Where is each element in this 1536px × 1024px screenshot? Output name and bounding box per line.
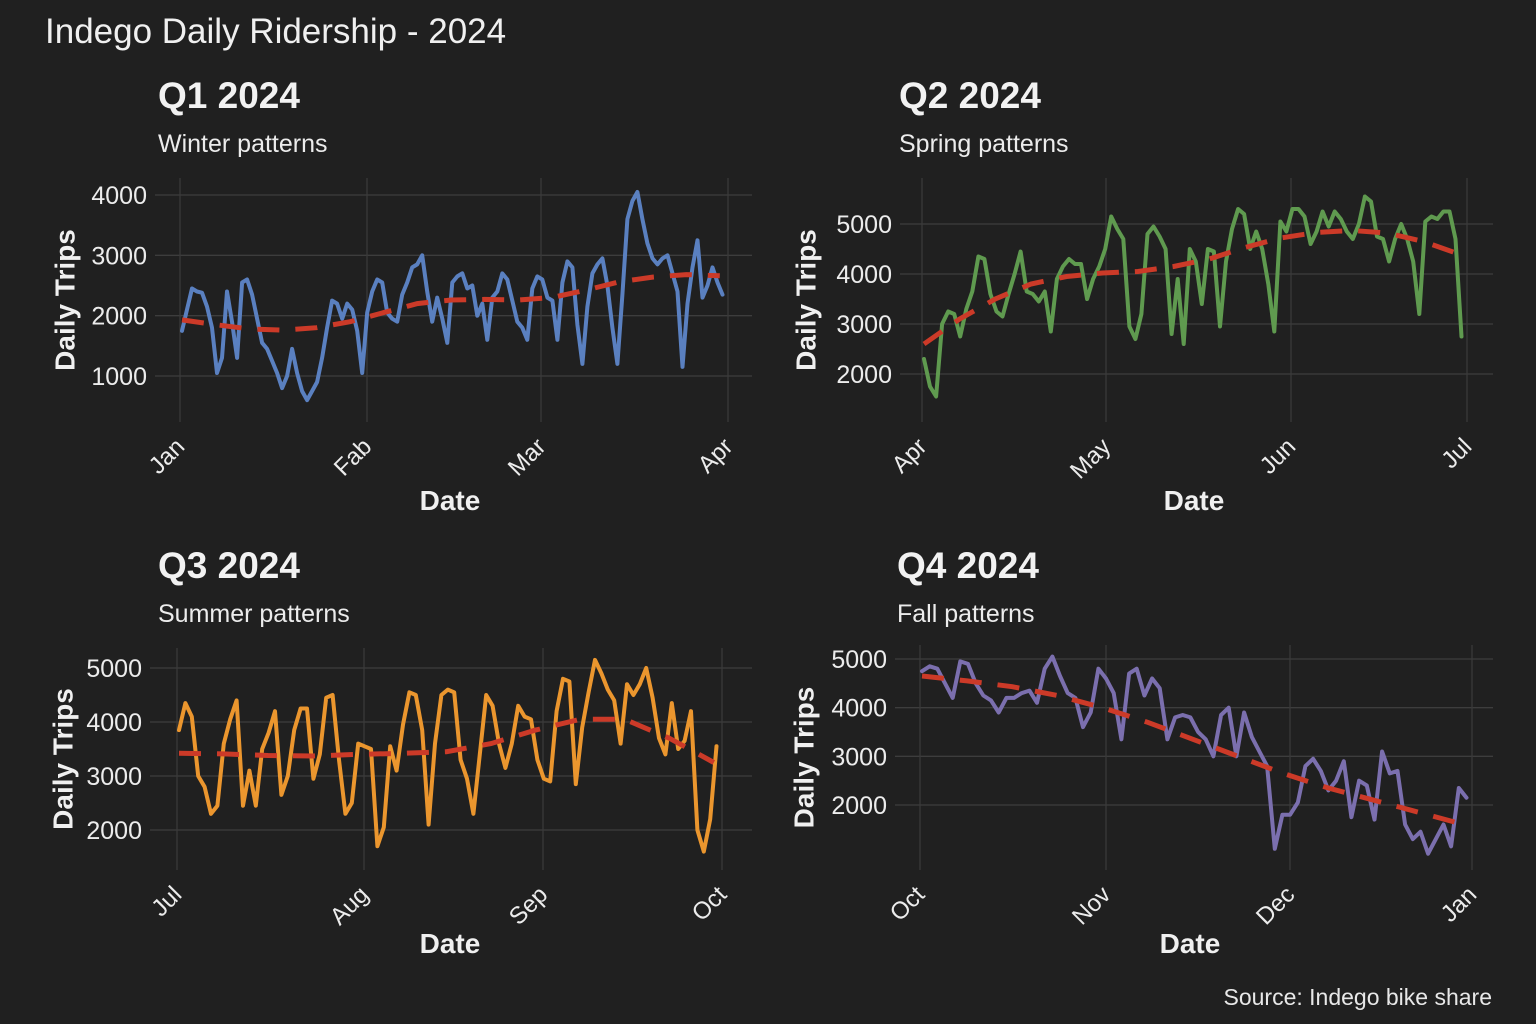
panel-title: Q4 2024	[897, 545, 1039, 586]
x-tick-label: Oct	[885, 881, 931, 927]
x-tick-label: Nov	[1067, 881, 1116, 930]
y-tick-label: 4000	[831, 695, 887, 723]
daily-trips-line	[922, 194, 1464, 399]
y-axis-label: Daily Trips	[47, 688, 78, 830]
panel-q2: Q2 2024 Spring patterns 2000 3000 4000 5000 Ap…	[790, 75, 1493, 516]
y-tick-label: 2000	[831, 792, 887, 820]
x-axis-label: Date	[1164, 485, 1225, 516]
y-axis-label: Daily Trips	[790, 229, 821, 371]
panel-q4: Q4 2024 Fall patterns 2000 3000 4000 5000 Oct N…	[788, 545, 1493, 959]
panel-title: Q2 2024	[899, 75, 1041, 116]
x-axis-label: Date	[420, 485, 481, 516]
daily-trips-line	[177, 657, 719, 854]
panel-subtitle: Winter patterns	[158, 130, 328, 158]
x-tick-label: Dec	[1251, 881, 1300, 930]
y-tick-label: 3000	[91, 242, 147, 270]
panel-title: Q3 2024	[158, 545, 300, 586]
trend-line	[181, 272, 720, 333]
x-tick-label: Sep	[504, 881, 553, 930]
daily-trips-line	[920, 654, 1469, 856]
x-axis-label: Date	[1160, 928, 1221, 959]
y-tick-label: 2000	[91, 303, 147, 331]
panel-subtitle: Spring patterns	[899, 130, 1069, 158]
x-tick-label: Fab	[329, 433, 377, 481]
trend-line	[921, 673, 1465, 827]
y-tick-label: 2000	[86, 817, 142, 845]
x-tick-label: Jul	[1436, 433, 1477, 474]
x-tick-label: Apr	[887, 433, 933, 479]
panel-subtitle: Summer patterns	[158, 600, 350, 628]
x-tick-label: Jan	[1436, 881, 1482, 927]
x-tick-label: Mar	[503, 433, 551, 481]
y-tick-label: 4000	[91, 182, 147, 210]
y-axis-label: Daily Trips	[49, 229, 80, 371]
x-tick-label: May	[1065, 433, 1116, 484]
panel-q1: Q1 2024 Winter patterns 1000 2000 3000 4000 Ja…	[49, 75, 752, 516]
x-tick-label: Oct	[687, 881, 733, 927]
x-tick-label: Aug	[325, 881, 374, 930]
x-tick-label: Jul	[146, 881, 187, 922]
y-tick-label: 4000	[836, 261, 892, 289]
y-tick-label: 5000	[86, 655, 142, 683]
panel-subtitle: Fall patterns	[897, 600, 1035, 628]
y-tick-label: 3000	[831, 743, 887, 771]
y-tick-label: 3000	[86, 763, 142, 791]
y-tick-label: 1000	[91, 363, 147, 391]
x-tick-label: Jun	[1255, 433, 1301, 479]
panel-q3: Q3 2024 Summer patterns 2000 3000 4000 5000 Ju…	[47, 545, 752, 959]
x-tick-label: Jan	[144, 433, 190, 479]
x-axis-label: Date	[420, 928, 481, 959]
source-caption: Source: Indego bike share	[1223, 984, 1492, 1010]
panel-title: Q1 2024	[158, 75, 300, 116]
y-tick-label: 4000	[86, 709, 142, 737]
daily-trips-line	[180, 190, 725, 403]
y-tick-label: 2000	[836, 361, 892, 389]
x-tick-label: Apr	[693, 433, 739, 479]
y-tick-label: 3000	[836, 311, 892, 339]
chart-title: Indego Daily Ridership - 2024	[45, 12, 507, 51]
y-axis-label: Daily Trips	[788, 687, 819, 829]
trend-line	[178, 716, 715, 765]
trend-line	[922, 227, 1460, 347]
y-tick-label: 5000	[836, 211, 892, 239]
y-tick-label: 5000	[831, 646, 887, 674]
